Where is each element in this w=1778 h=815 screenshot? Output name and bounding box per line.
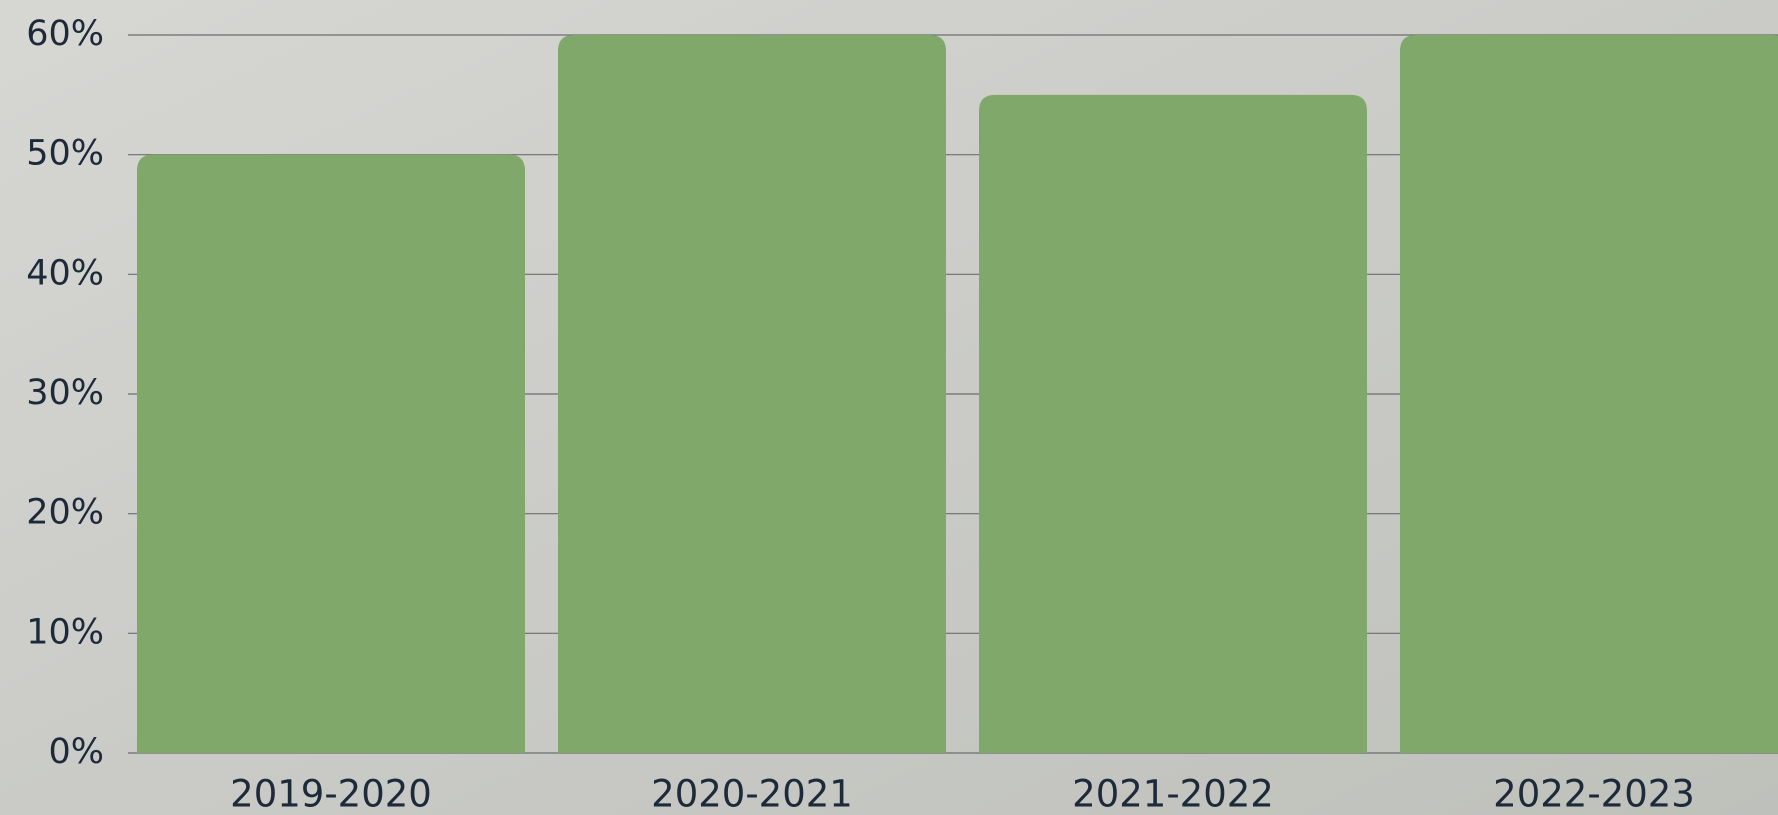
bar	[1400, 35, 1778, 753]
x-tick-label: 2022-2023	[1493, 773, 1695, 815]
x-tick-label: 2021-2022	[1072, 773, 1274, 815]
bar	[558, 35, 946, 753]
y-tick-label: 40%	[26, 253, 104, 293]
y-tick-label: 60%	[26, 14, 104, 54]
y-tick-label: 10%	[26, 612, 104, 652]
x-tick-label: 2019-2020	[230, 773, 432, 815]
bar	[979, 94, 1367, 754]
y-tick-label: 20%	[26, 493, 104, 533]
y-tick-label: 0%	[48, 732, 104, 772]
x-tick-label: 2020-2021	[651, 773, 853, 815]
y-tick-label: 30%	[26, 373, 104, 413]
bar	[137, 154, 525, 753]
y-tick-label: 50%	[26, 134, 104, 174]
